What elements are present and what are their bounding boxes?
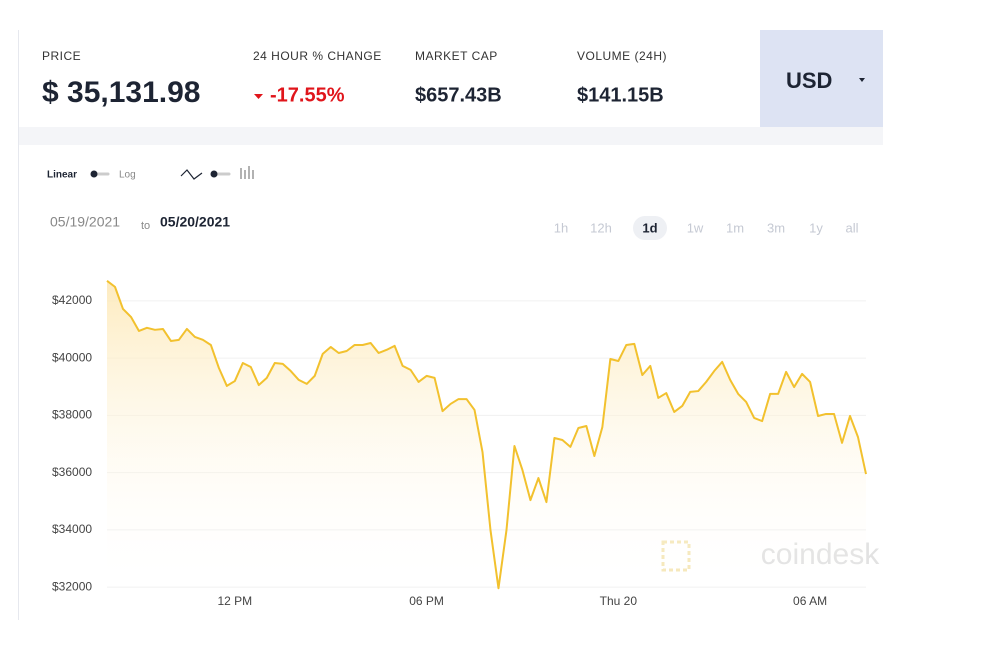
price-line bbox=[106, 280, 867, 590]
toggle-knob[interactable] bbox=[90, 170, 98, 178]
x-tick-label: 06 PM bbox=[409, 594, 444, 608]
currency[interactable]: USD bbox=[786, 68, 832, 93]
x-tick-label: Thu 20 bbox=[600, 594, 638, 608]
scale-option[interactable]: Log bbox=[119, 170, 136, 181]
separator bbox=[19, 127, 883, 145]
y-tick-label: $42000 bbox=[52, 293, 92, 307]
range-button[interactable]: 1d bbox=[642, 220, 657, 235]
area bbox=[107, 280, 866, 590]
range-button[interactable]: 3m bbox=[767, 220, 785, 235]
date-from[interactable]: 05/19/2021 bbox=[50, 214, 120, 230]
stat-label: PRICE bbox=[42, 49, 81, 63]
stat-label: MARKET CAP bbox=[415, 49, 498, 63]
y-tick-label: $34000 bbox=[52, 522, 92, 536]
range-button[interactable]: 1h bbox=[554, 220, 568, 235]
range-button[interactable]: 1w bbox=[687, 220, 704, 235]
date-to-word: to bbox=[141, 220, 150, 232]
bar-icon[interactable] bbox=[240, 166, 254, 179]
line-icon[interactable] bbox=[180, 169, 203, 180]
y-tick-label: $38000 bbox=[52, 408, 92, 422]
y-tick-label: $36000 bbox=[52, 465, 92, 479]
range-button[interactable]: all bbox=[845, 220, 858, 235]
range-button[interactable]: 1y bbox=[809, 220, 823, 235]
y-tick-label: $32000 bbox=[52, 579, 92, 593]
y-tick-label: $40000 bbox=[52, 350, 92, 364]
toggle-knob[interactable] bbox=[210, 170, 218, 178]
stat-value: $657.43B bbox=[415, 84, 502, 106]
range-active-bg[interactable] bbox=[633, 216, 667, 240]
x-tick-label: 06 AM bbox=[793, 594, 827, 608]
stat-label: VOLUME (24H) bbox=[577, 49, 667, 63]
stat-value: $ 35,131.98 bbox=[42, 76, 200, 109]
range-button[interactable]: 1m bbox=[726, 220, 744, 235]
caret bbox=[859, 78, 865, 82]
stat-value: $141.15B bbox=[577, 84, 664, 106]
x-tick-label: 12 PM bbox=[217, 594, 252, 608]
stat-value: -17.55% bbox=[270, 84, 345, 106]
stat-label: 24 HOUR % CHANGE bbox=[253, 49, 382, 63]
date-to[interactable]: 05/20/2021 bbox=[160, 214, 230, 230]
range-button[interactable]: 12h bbox=[590, 220, 612, 235]
down-arrow bbox=[254, 94, 263, 99]
scale-option[interactable]: Linear bbox=[47, 170, 77, 181]
